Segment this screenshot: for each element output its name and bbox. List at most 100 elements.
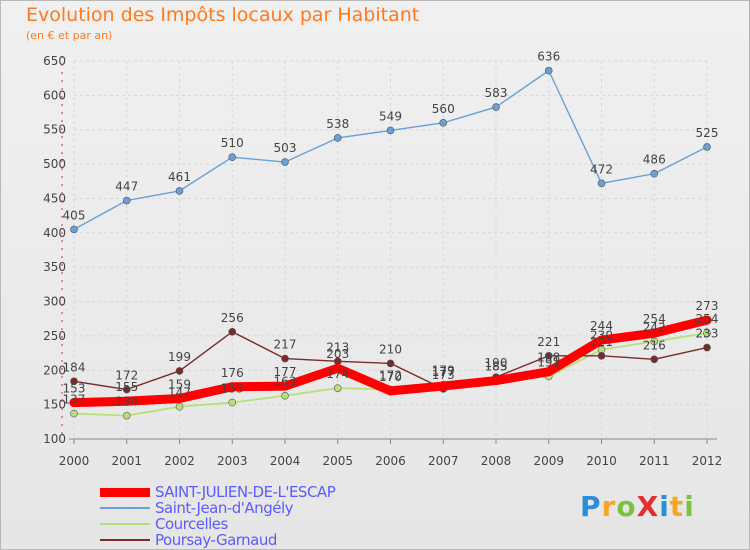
data-label: 153 xyxy=(63,382,86,396)
data-point xyxy=(175,402,184,411)
data-label: 583 xyxy=(485,86,508,100)
data-point xyxy=(333,363,343,373)
data-point xyxy=(281,158,289,166)
y-tick-label: 450 xyxy=(43,191,66,205)
data-label: 172 xyxy=(115,369,138,383)
data-point xyxy=(227,382,237,392)
x-tick-label: 2008 xyxy=(481,454,512,468)
x-tick-label: 2007 xyxy=(428,454,459,468)
data-point xyxy=(703,329,711,337)
proxiti-logo: ProXiti xyxy=(580,490,695,523)
data-point xyxy=(650,337,659,346)
data-label: 560 xyxy=(432,102,455,116)
data-point xyxy=(70,377,78,386)
data-point xyxy=(386,386,395,396)
data-label: 244 xyxy=(590,319,613,333)
axes: 100 150 200 250 300 350 400 450 500 550 600 650 2000… xyxy=(43,54,722,468)
data-point xyxy=(649,328,659,338)
data-point xyxy=(175,367,184,375)
x-tick-label: 2000 xyxy=(59,454,90,468)
data-label: 256 xyxy=(221,311,244,325)
data-label: 190 xyxy=(485,356,508,370)
x-tick-label: 2006 xyxy=(375,454,406,468)
x-tick-label: 2012 xyxy=(692,454,723,468)
data-label: 172 xyxy=(379,369,402,383)
data-label: 510 xyxy=(221,136,244,150)
data-point xyxy=(386,126,395,135)
logo-letter: t xyxy=(669,490,685,523)
x-tick-label: 2011 xyxy=(639,454,670,468)
logo-letter: o xyxy=(616,490,637,523)
data-label: 486 xyxy=(643,153,666,167)
data-label: 203 xyxy=(326,347,349,361)
data-point xyxy=(492,103,500,111)
data-label: 184 xyxy=(63,360,86,374)
chart-subtitle: (en € et par an) xyxy=(26,29,113,42)
data-point xyxy=(70,225,78,234)
data-point xyxy=(281,391,289,400)
data-label: 503 xyxy=(274,141,297,155)
data-point xyxy=(703,343,711,352)
data-point xyxy=(439,119,448,127)
data-label: 472 xyxy=(590,162,613,176)
data-point xyxy=(333,134,342,142)
data-point xyxy=(597,335,606,345)
data-label: 210 xyxy=(379,342,402,356)
data-point xyxy=(544,66,553,75)
data-label: 173 xyxy=(432,368,455,382)
y-tick-label: 300 xyxy=(43,295,66,309)
data-label: 254 xyxy=(643,312,666,326)
data-point xyxy=(122,396,132,406)
logo-letter: X xyxy=(636,490,660,523)
x-tick-label: 2004 xyxy=(270,454,301,468)
chart-title: Evolution des Impôts locaux par Habitant xyxy=(26,4,420,26)
x-tick-label: 2009 xyxy=(533,454,564,468)
data-point xyxy=(122,196,131,205)
logo-letter: i xyxy=(684,490,695,523)
data-label: 538 xyxy=(326,117,349,131)
logo-letter: i xyxy=(659,490,670,523)
data-label: 273 xyxy=(696,299,719,313)
data-label: 174 xyxy=(326,367,349,381)
data-label: 134 xyxy=(115,395,138,409)
data-label: 177 xyxy=(432,365,455,379)
y-tick-label: 350 xyxy=(43,260,66,274)
y-tick-label: 600 xyxy=(43,88,66,102)
data-label: 185 xyxy=(485,360,508,374)
data-point xyxy=(597,352,606,360)
data-point xyxy=(70,409,78,418)
data-point xyxy=(69,398,79,408)
data-label: 230 xyxy=(590,329,613,343)
data-point xyxy=(491,376,501,386)
legend-label: Poursay-Garnaud xyxy=(155,531,277,549)
y-tick-label: 550 xyxy=(43,123,66,137)
y-tick-label: 250 xyxy=(43,329,66,343)
x-tick-label: 2010 xyxy=(586,454,617,468)
legend-swatch xyxy=(100,539,150,541)
data-label: 159 xyxy=(168,377,191,391)
data-point xyxy=(386,359,395,368)
data-label: 461 xyxy=(168,170,191,184)
series xyxy=(69,66,712,420)
data-label: 233 xyxy=(696,327,719,341)
data-label: 405 xyxy=(63,208,86,222)
y-tick-label: 200 xyxy=(43,363,66,377)
data-point xyxy=(281,354,289,363)
data-label: 216 xyxy=(643,338,666,352)
data-point xyxy=(544,367,554,377)
data-point xyxy=(597,179,606,188)
data-label: 147 xyxy=(168,386,191,400)
y-tick-label: 650 xyxy=(43,54,66,68)
x-tick-label: 2002 xyxy=(164,454,195,468)
x-tick-label: 2005 xyxy=(322,454,353,468)
y-tick-label: 500 xyxy=(43,157,66,171)
data-label: 163 xyxy=(274,375,297,389)
data-label: 221 xyxy=(590,335,613,349)
legend-label: SAINT-JULIEN-DE-L'ESCAP xyxy=(155,483,336,501)
data-label: 198 xyxy=(537,351,560,365)
data-label: 155 xyxy=(115,380,138,394)
data-point xyxy=(228,398,237,407)
data-label: 170 xyxy=(379,370,402,384)
data-point xyxy=(544,352,553,360)
